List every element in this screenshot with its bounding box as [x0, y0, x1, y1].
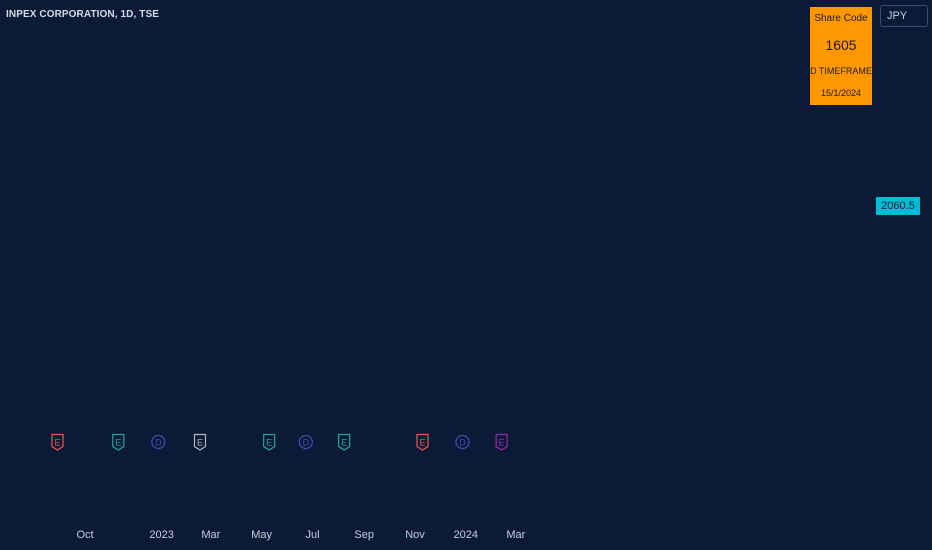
- info-line-date: 15/1/2024: [820, 88, 862, 98]
- chart-title: INPEX CORPORATION, 1D, TSE: [6, 9, 159, 20]
- earnings-marker-icon[interactable]: E: [51, 433, 64, 451]
- earnings-marker-icon[interactable]: E: [416, 433, 429, 451]
- svg-text:D: D: [155, 438, 162, 448]
- svg-text:E: E: [341, 438, 347, 448]
- x-tick-label: Nov: [405, 529, 425, 541]
- svg-text:E: E: [499, 438, 505, 448]
- svg-text:E: E: [266, 438, 272, 448]
- x-tick-label: Sep: [354, 529, 374, 541]
- earnings-marker-icon[interactable]: E: [495, 433, 508, 451]
- info-line-code: 1605: [825, 37, 857, 53]
- svg-text:E: E: [419, 438, 425, 448]
- x-tick-label: Mar: [506, 529, 525, 541]
- dividend-marker-icon[interactable]: D: [151, 434, 166, 450]
- earnings-marker-icon[interactable]: E: [263, 433, 276, 451]
- svg-text:E: E: [197, 438, 203, 448]
- x-tick-label: 2024: [454, 529, 478, 541]
- svg-text:E: E: [54, 438, 60, 448]
- x-tick-label: Mar: [201, 529, 220, 541]
- currency-button[interactable]: JPY: [880, 5, 928, 27]
- x-tick-label: Jul: [305, 529, 319, 541]
- earnings-marker-icon[interactable]: E: [193, 433, 207, 451]
- svg-text:D: D: [303, 438, 310, 448]
- dividend-marker-icon[interactable]: D: [455, 434, 470, 450]
- x-tick-label: May: [251, 529, 272, 541]
- last-price-tag: 2060.5: [876, 197, 920, 215]
- svg-text:D: D: [459, 438, 466, 448]
- earnings-marker-icon[interactable]: E: [338, 433, 351, 451]
- x-tick-label: Oct: [76, 529, 93, 541]
- dividend-marker-icon[interactable]: D: [298, 434, 313, 450]
- time-axis: Oct 2023 Mar May Jul Sep Nov 2024 Mar: [76, 529, 525, 541]
- info-line-timeframe: D TIMEFRAME: [810, 66, 872, 76]
- earnings-marker-icon[interactable]: E: [112, 433, 125, 451]
- x-tick-label: 2023: [149, 529, 173, 541]
- info-line-share-code: Share Code: [814, 13, 868, 24]
- share-info-box: Share Code 1605 D TIMEFRAME 15/1/2024: [810, 7, 872, 105]
- svg-text:E: E: [115, 438, 121, 448]
